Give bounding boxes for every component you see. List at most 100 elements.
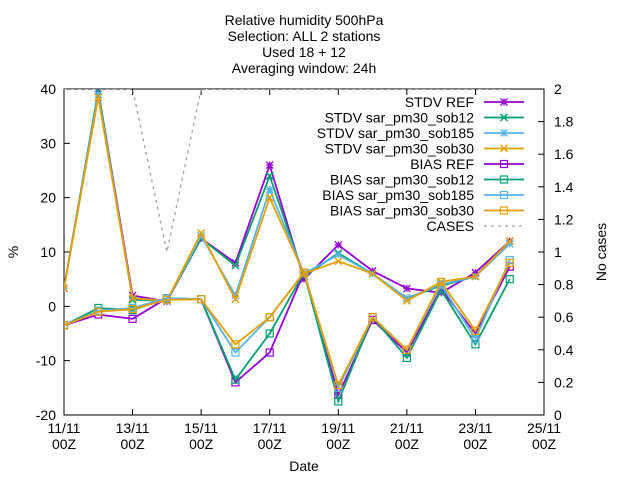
y2-tick-label: 0.2 bbox=[554, 374, 574, 390]
data-point bbox=[265, 171, 274, 180]
title-line: Selection: ALL 2 stations bbox=[228, 28, 381, 44]
data-point bbox=[368, 313, 377, 322]
legend-label: STDV sar_pm30_sob12 bbox=[325, 110, 475, 126]
data-point bbox=[300, 275, 308, 284]
x-tick-label-time: 00Z bbox=[189, 436, 214, 452]
series-line bbox=[64, 97, 511, 302]
data-point bbox=[334, 397, 343, 406]
y-tick-label: -20 bbox=[36, 407, 56, 423]
data-point bbox=[94, 90, 103, 99]
y2-tick-label: 0.4 bbox=[554, 342, 574, 358]
data-point bbox=[64, 284, 69, 293]
legend-marker bbox=[500, 98, 508, 106]
data-point bbox=[94, 307, 103, 316]
x-tick-label-time: 00Z bbox=[395, 436, 420, 452]
data-point bbox=[231, 261, 240, 270]
data-point bbox=[334, 381, 343, 390]
data-point bbox=[505, 275, 514, 284]
data-point bbox=[471, 326, 480, 335]
legend-label: STDV sar_pm30_sob30 bbox=[325, 141, 475, 157]
legend-marker bbox=[499, 175, 509, 184]
data-point bbox=[162, 295, 171, 304]
data-point bbox=[334, 240, 343, 249]
data-point bbox=[128, 304, 137, 314]
data-point bbox=[471, 334, 480, 344]
y2-tick-label: 0 bbox=[554, 407, 562, 423]
data-point bbox=[197, 295, 206, 304]
data-point bbox=[265, 185, 274, 194]
x-tick-label: 25/11 bbox=[527, 420, 561, 436]
data-point bbox=[231, 258, 240, 267]
legend-marker bbox=[499, 113, 509, 122]
data-point bbox=[402, 294, 411, 303]
legend-label: BIAS REF bbox=[410, 156, 474, 172]
x-tick-label-time: 00Z bbox=[463, 436, 488, 452]
x-tick-label-time: 00Z bbox=[121, 436, 146, 452]
data-point bbox=[231, 340, 240, 349]
y-tick-label: 10 bbox=[40, 244, 56, 260]
data-point bbox=[128, 294, 137, 303]
y-tick-label: 30 bbox=[40, 135, 56, 151]
data-point bbox=[505, 237, 514, 246]
legend-label: STDV REF bbox=[405, 94, 474, 110]
data-point bbox=[128, 314, 137, 323]
data-point bbox=[471, 268, 480, 277]
y2-tick-label: 1.4 bbox=[554, 179, 574, 195]
data-point bbox=[265, 161, 274, 170]
data-point bbox=[231, 291, 240, 300]
data-point bbox=[265, 329, 274, 338]
data-point bbox=[334, 250, 343, 259]
y2-axis-label: No cases bbox=[593, 223, 609, 281]
series-layer bbox=[64, 89, 514, 406]
x-tick-label: 17/11 bbox=[253, 420, 287, 436]
x-tick-label-time: 00Z bbox=[258, 436, 283, 452]
legend-marker bbox=[499, 159, 509, 169]
data-point bbox=[402, 284, 411, 293]
legend-marker bbox=[499, 206, 509, 215]
y-tick-label: 20 bbox=[40, 190, 56, 206]
data-point bbox=[471, 272, 480, 281]
y2-tick-label: 0.8 bbox=[554, 277, 574, 293]
data-point bbox=[231, 375, 240, 384]
data-point bbox=[197, 231, 206, 240]
series-8 bbox=[64, 258, 514, 390]
x-tick-label: 15/11 bbox=[184, 420, 218, 436]
data-point bbox=[94, 93, 103, 102]
y2-tick-label: 0.6 bbox=[554, 309, 574, 325]
data-point bbox=[231, 295, 240, 304]
data-point bbox=[471, 340, 480, 349]
y2-tick-label: 1.6 bbox=[554, 146, 574, 162]
legend-label: BIAS sar_pm30_sob30 bbox=[330, 203, 474, 219]
data-point bbox=[265, 193, 274, 202]
x-tick-label-time: 00Z bbox=[326, 436, 351, 452]
y-tick-label: -10 bbox=[36, 353, 56, 369]
x-tick-label-time: 00Z bbox=[532, 436, 557, 452]
y-tick-label: 40 bbox=[40, 81, 56, 97]
data-point bbox=[368, 269, 377, 278]
data-point bbox=[402, 345, 411, 354]
title-line: Used 18 + 12 bbox=[262, 44, 346, 60]
data-point bbox=[265, 348, 274, 357]
series-line bbox=[64, 262, 511, 388]
legend-marker bbox=[499, 144, 509, 153]
x-tick-label: 11/11 bbox=[48, 420, 81, 436]
x-tick-label: 13/11 bbox=[116, 420, 150, 436]
data-point bbox=[334, 257, 343, 266]
title-line: Relative humidity 500hPa bbox=[225, 12, 384, 28]
y2-tick-label: 2 bbox=[554, 81, 562, 97]
data-point bbox=[197, 228, 206, 238]
data-point bbox=[265, 313, 274, 322]
legend-label: BIAS sar_pm30_sob185 bbox=[322, 187, 474, 203]
y-tick-label: 0 bbox=[48, 298, 56, 314]
x-tick-label: 23/11 bbox=[458, 420, 492, 436]
legend-label: STDV sar_pm30_sob185 bbox=[317, 125, 474, 141]
y2-tick-label: 1 bbox=[554, 244, 562, 260]
axes: -20 -10 0 10 20 30 40 0 0.2 0.4 0.6 0.8 1 1.2 1.4 1.6 1.… bbox=[36, 81, 574, 452]
legend-marker bbox=[500, 129, 508, 137]
x-tick-label: 21/11 bbox=[390, 420, 424, 436]
legend-label: BIAS sar_pm30_sob12 bbox=[330, 172, 474, 188]
data-point bbox=[402, 353, 411, 363]
data-point bbox=[402, 296, 411, 305]
